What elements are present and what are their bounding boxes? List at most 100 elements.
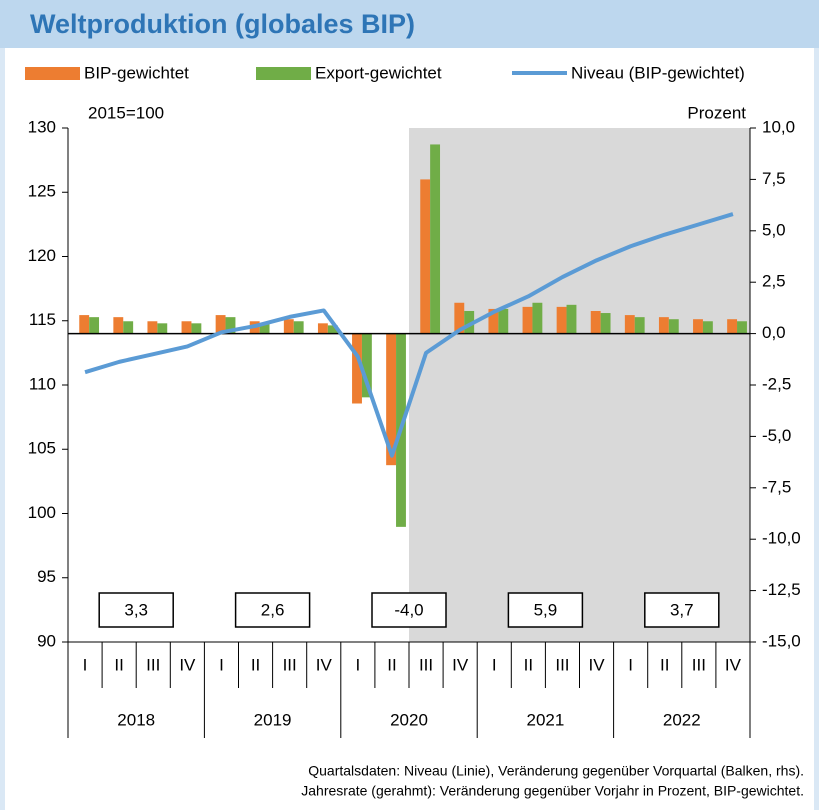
year-label: 2021	[526, 710, 564, 729]
x-tick-label: II	[387, 655, 396, 674]
bar	[566, 304, 577, 334]
forecast-shade	[409, 128, 750, 642]
y2-tick-label: -5,0	[762, 426, 791, 445]
x-tick-label: I	[492, 655, 497, 674]
x-tick-label: II	[660, 655, 669, 674]
bar	[634, 317, 645, 334]
y-tick-label: 95	[37, 567, 56, 586]
x-tick-label: III	[146, 655, 160, 674]
x-tick-label: IV	[589, 655, 606, 674]
bar	[727, 319, 738, 334]
x-tick-label: III	[692, 655, 706, 674]
annual-rate-label: 5,9	[534, 600, 558, 619]
bar	[259, 323, 270, 334]
bar	[181, 321, 192, 334]
annual-rate-box	[234, 592, 311, 628]
x-tick-label: IV	[316, 655, 333, 674]
bar	[430, 144, 441, 334]
year-label: 2019	[254, 710, 292, 729]
x-tick-label: I	[83, 655, 88, 674]
bar	[658, 317, 669, 334]
x-tick-label: II	[251, 655, 260, 674]
y2-tick-label: 10,0	[762, 117, 795, 136]
legend-swatch	[25, 67, 80, 80]
bar	[454, 302, 465, 334]
bar	[157, 323, 168, 334]
bar	[147, 321, 158, 334]
bar	[522, 306, 533, 334]
y-tick-label: 110	[29, 374, 56, 393]
chart-title: Weltproduktion (globales BIP)	[30, 9, 415, 39]
annual-rate-box	[644, 592, 720, 628]
y2-tick-label: -2,5	[762, 374, 791, 393]
bar	[600, 313, 611, 334]
bar	[464, 310, 475, 334]
bar	[386, 333, 397, 466]
y-axis-label: 2015=100	[88, 103, 164, 122]
bar	[225, 317, 236, 334]
bar	[293, 321, 304, 334]
y-tick-label: 125	[28, 182, 56, 201]
annual-rate-label: 3,7	[670, 600, 694, 619]
x-tick-label: III	[419, 655, 433, 674]
bar	[113, 317, 124, 334]
bar	[361, 333, 372, 398]
x-tick-label: IV	[179, 655, 196, 674]
x-tick-label: III	[555, 655, 569, 674]
bar	[215, 315, 226, 334]
bar	[702, 321, 713, 334]
y-tick-label: 130	[28, 117, 56, 136]
bar	[532, 302, 543, 334]
legend-swatch	[256, 67, 311, 80]
y-tick-label: 120	[28, 246, 56, 265]
bar	[89, 317, 100, 334]
annual-rate-box	[507, 592, 584, 628]
y-tick-label: 105	[28, 439, 56, 458]
x-tick-label: I	[628, 655, 633, 674]
legend-label: Export-gewichtet	[315, 63, 442, 82]
legend-label: Niveau (BIP-gewichtet)	[571, 63, 745, 82]
annual-rate-label: 3,3	[124, 600, 148, 619]
bar	[488, 308, 499, 334]
y2-tick-label: 5,0	[762, 220, 786, 239]
note: Jahresrate (gerahmt): Veränderung gegenü…	[301, 783, 804, 799]
y2-tick-label: -15,0	[762, 631, 801, 650]
bar	[624, 315, 635, 334]
bar	[352, 333, 362, 404]
year-label: 2018	[117, 710, 155, 729]
y2-tick-label: 0,0	[762, 323, 786, 342]
note: Quartalsdaten: Niveau (Linie), Veränderu…	[308, 763, 804, 779]
year-label: 2020	[390, 710, 428, 729]
year-label: 2022	[663, 710, 701, 729]
title-bar	[0, 0, 819, 48]
x-tick-label: II	[114, 655, 123, 674]
x-tick-label: I	[219, 655, 224, 674]
bar	[123, 321, 134, 334]
annual-rate-box	[98, 592, 174, 628]
bar	[317, 323, 328, 334]
bar	[79, 315, 90, 334]
bar	[327, 325, 338, 334]
border-left	[0, 48, 5, 810]
y-tick-label: 115	[29, 310, 56, 329]
y-tick-label: 100	[28, 503, 56, 522]
bar	[498, 308, 509, 334]
y2-tick-label: -7,5	[762, 477, 791, 496]
y2-axis-label: Prozent	[687, 103, 746, 122]
annual-rate-label: -4,0	[394, 600, 423, 619]
x-tick-label: II	[524, 655, 533, 674]
y2-tick-label: -10,0	[762, 529, 801, 548]
bar	[693, 319, 703, 334]
x-tick-label: III	[283, 655, 297, 674]
bar	[191, 323, 202, 334]
x-tick-label: IV	[452, 655, 469, 674]
bar	[590, 310, 601, 334]
bar	[668, 319, 679, 334]
annual-rate-label: 2,6	[261, 600, 285, 619]
bar	[737, 321, 747, 334]
x-tick-label: I	[355, 655, 360, 674]
line	[84, 212, 734, 458]
y2-tick-label: -12,5	[762, 580, 801, 599]
y2-tick-label: 2,5	[762, 272, 786, 291]
